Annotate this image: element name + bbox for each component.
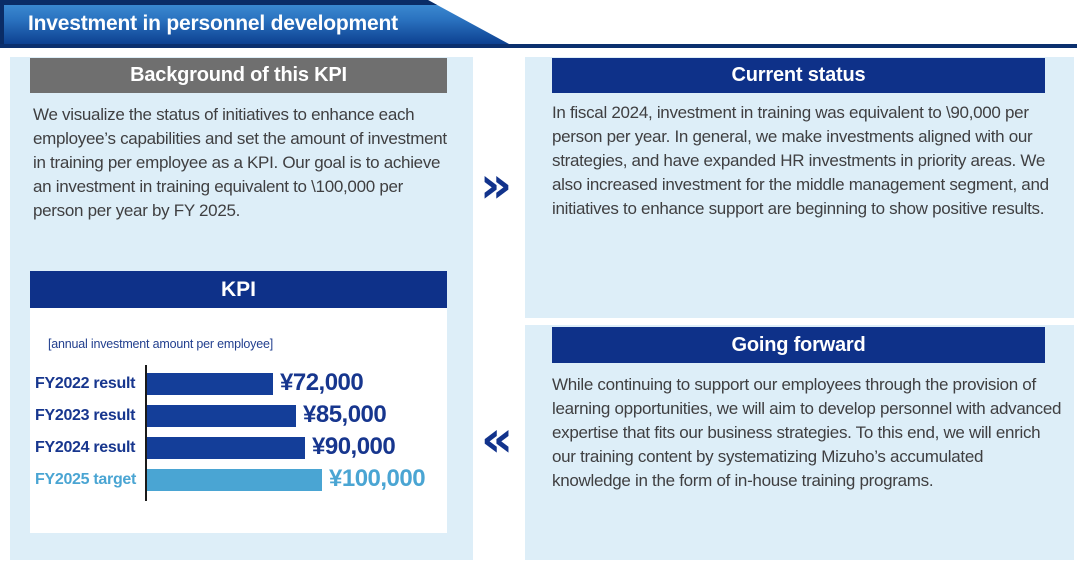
kpi-chart-axis bbox=[145, 365, 147, 501]
chart-value-label: ¥100,000 bbox=[329, 465, 426, 492]
chart-value-label: ¥72,000 bbox=[280, 369, 364, 396]
kpi-chart-card: KPI [annual investment amount per employ… bbox=[30, 271, 447, 533]
background-section-body: We visualize the status of initiatives t… bbox=[33, 105, 447, 220]
chart-category-label: FY2025 target bbox=[35, 471, 137, 488]
page-title: Investment in personnel development bbox=[28, 12, 398, 35]
chart-category-label: FY2023 result bbox=[35, 407, 136, 424]
current-status-body: In fiscal 2024, investment in training w… bbox=[552, 103, 1049, 218]
background-kpi-panel: Background of this KPI We visualize the … bbox=[10, 57, 473, 560]
chart-bar bbox=[147, 373, 273, 395]
going-forward-panel: Going forward While continuing to suppor… bbox=[525, 325, 1074, 560]
page-banner bbox=[0, 0, 509, 44]
chart-row: FY2023 result ¥85,000 bbox=[30, 401, 447, 428]
going-forward-body: While continuing to support our employee… bbox=[552, 375, 1062, 490]
background-section-header: Background of this KPI bbox=[30, 58, 447, 93]
chart-category-label: FY2024 result bbox=[35, 439, 136, 456]
chevron-right-icon: » bbox=[479, 156, 513, 214]
chart-bar bbox=[147, 437, 305, 459]
current-status-header: Current status bbox=[552, 58, 1045, 93]
kpi-section-header: KPI bbox=[30, 271, 447, 308]
chart-value-label: ¥85,000 bbox=[303, 401, 387, 428]
chevron-left-icon: « bbox=[480, 410, 514, 468]
kpi-chart-note: [annual investment amount per employee] bbox=[48, 337, 273, 351]
going-forward-header: Going forward bbox=[552, 327, 1045, 363]
chart-bar bbox=[147, 405, 296, 427]
chart-bar bbox=[147, 469, 322, 491]
header-rule bbox=[0, 44, 1077, 48]
chart-row: FY2024 result ¥90,000 bbox=[30, 433, 447, 460]
chart-category-label: FY2022 result bbox=[35, 375, 136, 392]
chart-value-label: ¥90,000 bbox=[312, 433, 396, 460]
chart-row: FY2025 target ¥100,000 bbox=[30, 465, 447, 492]
chart-row: FY2022 result ¥72,000 bbox=[30, 369, 447, 396]
current-status-panel: Current status In fiscal 2024, investmen… bbox=[525, 57, 1074, 318]
